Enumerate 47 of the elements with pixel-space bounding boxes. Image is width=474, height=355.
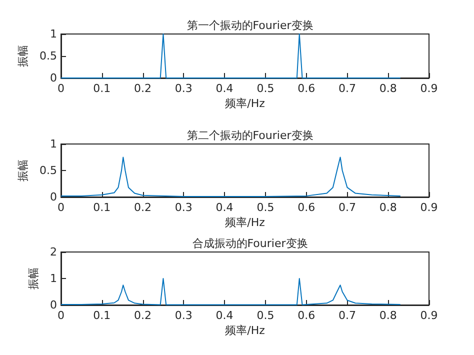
chart-title: 第一个振动的Fourier变换 (186, 19, 314, 32)
y-axis-title: 振幅 (16, 45, 30, 67)
x-tick-label: 0.7 (338, 201, 356, 214)
line-series (60, 278, 401, 306)
x-tick-label: 0.6 (298, 82, 316, 95)
y-tick-label: 0 (50, 298, 57, 312)
x-tick-label: 0.2 (134, 82, 152, 95)
x-tick-label: 0.1 (93, 82, 111, 95)
y-tick-label: 0 (50, 72, 57, 84)
x-tick-label: 0.8 (379, 82, 397, 95)
y-tick-label: 0 (50, 190, 57, 204)
chart-title: 合成振动的Fourier变换 (192, 237, 308, 250)
y-tick-label: 0.5 (40, 164, 57, 177)
x-tick-label: 0.8 (379, 309, 397, 322)
y-tick-label: 1 (50, 138, 57, 150)
x-tick-label: 0.5 (256, 309, 274, 322)
x-tick-label: 0.9 (420, 309, 438, 322)
x-axis-title: 频率/Hz (225, 216, 266, 229)
x-tick-label: 0.1 (93, 201, 111, 214)
x-tick-label: 0.7 (338, 309, 356, 322)
x-tick-label: 0.9 (420, 201, 438, 214)
x-tick-label: 0.4 (216, 201, 234, 214)
x-tick-label: 0.3 (174, 309, 192, 322)
y-axis-title: 振幅 (16, 160, 30, 182)
x-tick-label: 0.6 (298, 309, 316, 322)
x-tick-label: 0.4 (216, 309, 234, 322)
x-tick-label: 0.2 (134, 309, 152, 322)
y-tick-label: 1 (50, 28, 57, 40)
x-tick-label: 0.4 (216, 82, 234, 95)
x-tick-label: 0.5 (256, 201, 274, 214)
x-tick-label: 0.1 (93, 309, 111, 322)
x-tick-label: 0.8 (379, 201, 397, 214)
line-series (60, 156, 401, 197)
x-tick-label: 0.6 (298, 201, 316, 214)
y-tick-label: 2 (50, 246, 57, 258)
y-axis-title: 振幅 (27, 268, 40, 290)
x-tick-label: 0.2 (134, 201, 152, 214)
x-tick-label: 0.5 (256, 82, 274, 95)
y-tick-label: 1 (50, 272, 57, 285)
y-tick-label: 0.5 (40, 50, 57, 62)
x-tick-label: 0.7 (338, 82, 356, 95)
x-axis-title: 频率/Hz (225, 97, 266, 110)
chart-title: 第二个振动的Fourier变换 (186, 129, 314, 142)
x-axis-title: 频率/Hz (225, 324, 266, 337)
x-tick-label: 0.9 (420, 82, 438, 95)
x-tick-label: 0.3 (174, 82, 192, 95)
x-tick-label: 0.3 (174, 201, 192, 214)
